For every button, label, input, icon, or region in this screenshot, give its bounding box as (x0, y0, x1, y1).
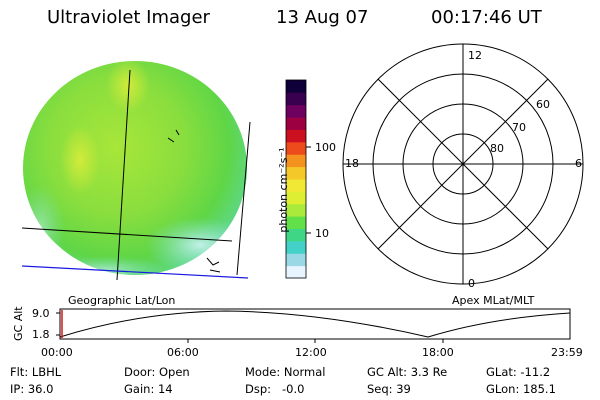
polar-caption: Apex MLat/MLT (452, 294, 535, 307)
info-ip: IP: 36.0 (10, 382, 54, 396)
info-dsp: Dsp: -0.0 (245, 382, 305, 396)
colorbar-segment (286, 203, 306, 217)
colorbar-segment (286, 216, 306, 229)
colorbar-tick-label-10: 10 (315, 227, 329, 240)
mlt-label-12: 12 (468, 49, 482, 62)
coastline (167, 129, 221, 273)
date-label: 13 Aug 07 (276, 7, 369, 28)
colorbar-segment (286, 92, 306, 106)
info-gc-alt: GC Alt: 3.3 Re (367, 365, 448, 379)
colorbar-segment (286, 104, 306, 118)
colorbar-segment (286, 154, 306, 168)
colorbar-segment (286, 141, 306, 155)
info-flt: Flt: LBHL (10, 365, 62, 379)
mlt-label-0: 0 (468, 277, 475, 290)
grid-parallel (21, 227, 233, 242)
mlt-label-6: 6 (575, 157, 582, 170)
colorbar-segment (286, 129, 306, 143)
colorbar-segment (286, 240, 306, 254)
xtick-18-00: 18:00 (422, 346, 454, 359)
colorbar-segment (286, 166, 306, 180)
xtick-12-00: 12:00 (295, 346, 327, 359)
info-glat: GLat: -11.2 (486, 365, 551, 379)
lat-label-70: 70 (512, 121, 526, 134)
mlt-label-18: 18 (345, 157, 359, 170)
altitude-ytick-9: 9.0 (32, 307, 50, 320)
image-caption: Geographic Lat/Lon (68, 294, 176, 307)
colorbar-segment (286, 117, 306, 130)
altitude-ytick-1-8: 1.8 (32, 328, 50, 341)
xtick-06-00: 06:00 (167, 346, 199, 359)
info-mode: Mode: Normal (245, 365, 326, 379)
xtick-23-59: 23:59 (551, 346, 583, 359)
info-seq: Seq: 39 (367, 382, 411, 396)
info-glon: GLon: 185.1 (486, 382, 556, 396)
colorbar-segment (286, 80, 306, 93)
colorbar-segment (286, 179, 306, 192)
info-door: Door: Open (124, 365, 190, 379)
info-gain: Gain: 14 (124, 382, 173, 396)
grid-meridian (116, 69, 131, 281)
xtick-00-00: 00:00 (41, 346, 73, 359)
grid-equator (21, 265, 249, 279)
colorbar-segment (286, 191, 306, 205)
altitude-curve (59, 310, 571, 338)
instrument-title: Ultraviolet Imager (47, 7, 210, 28)
colorbar-segment (286, 265, 306, 279)
lat-label-60: 60 (536, 98, 550, 111)
lat-label-80: 80 (490, 142, 504, 155)
grid-meridian-east (236, 121, 251, 276)
colorbar-segment (286, 228, 306, 242)
colorbar-segment (286, 253, 306, 267)
altitude-ylabel: GC Alt (12, 306, 25, 341)
colorbar-tick-label-100: 100 (315, 141, 336, 154)
time-label: 00:17:46 UT (431, 7, 542, 28)
